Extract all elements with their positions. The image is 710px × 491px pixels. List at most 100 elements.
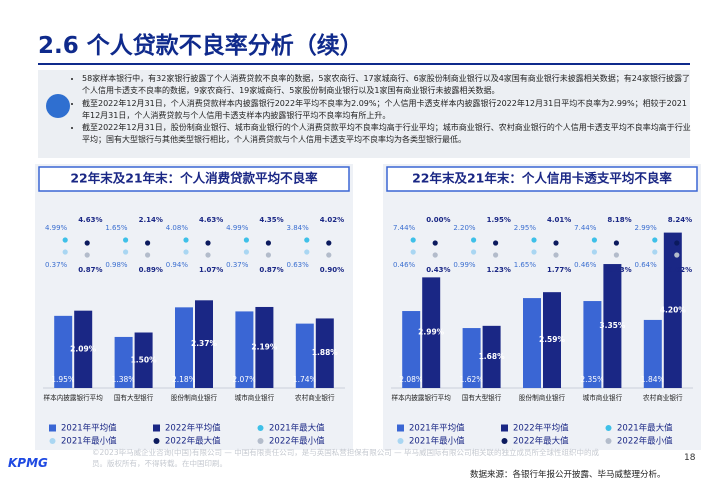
dot (145, 252, 151, 258)
dot-label: 0.89% (139, 266, 163, 274)
dot (531, 237, 537, 243)
bar (583, 301, 602, 388)
legend-label: 2022年最大值 (513, 436, 569, 447)
dot-label: 0.87% (78, 266, 102, 274)
legend-label: 2021年最大值 (617, 423, 673, 434)
x-tick-label: 国有大型银行 (114, 393, 154, 402)
dot-label: 0.90% (320, 266, 344, 274)
dot-label: 4.63% (199, 216, 223, 224)
legend-label: 2021年最小值 (409, 436, 465, 447)
chart-title-box (386, 166, 698, 192)
dot-label: 0.00% (426, 216, 450, 224)
dot (553, 240, 559, 246)
dot (471, 249, 477, 255)
bar (235, 311, 254, 388)
bar (422, 277, 441, 388)
bar-label: 2.35% (580, 375, 604, 384)
dot-label: 0.94% (166, 261, 189, 269)
bullet: 58家样本银行中，有32家银行披露了个人消费贷款不良率的数据，5家农商行、17家… (82, 73, 692, 98)
legend-swatch (257, 425, 264, 431)
dot (326, 240, 332, 246)
chart-title-box (38, 166, 350, 192)
bullet: 截至2022年12月31日，个人消费贷款样本内披露银行2022年平均不良率为2.… (82, 98, 692, 123)
dot-label: 0.46% (574, 261, 597, 269)
dot-label: 0.37% (226, 261, 249, 269)
icon (46, 94, 70, 118)
dot-label: 8.24% (668, 216, 692, 224)
dot (62, 237, 68, 243)
bar-label: 2.99% (418, 328, 445, 337)
legend-swatch (257, 438, 264, 444)
dot (674, 240, 680, 246)
dot (243, 237, 249, 243)
bar-label: 1.74% (293, 375, 317, 384)
dot (145, 240, 151, 246)
dot (183, 237, 189, 243)
bar (543, 292, 561, 388)
bar (603, 264, 622, 388)
dot (652, 249, 658, 255)
page-number: 18 (684, 453, 696, 463)
x-tick-label: 城市商业银行 (235, 393, 275, 402)
bar-label: 3.35% (599, 321, 626, 330)
dot (410, 249, 416, 255)
bar-label: 1.95% (51, 375, 75, 384)
legend-swatch (49, 438, 56, 444)
dot (553, 252, 559, 258)
dot-label: 0.87% (259, 266, 283, 274)
x-tick-label: 样本内披露银行平均 (392, 393, 452, 402)
dot (326, 252, 332, 258)
dot-label: 1.65% (105, 224, 128, 232)
dot (531, 249, 537, 255)
dot (265, 240, 271, 246)
bar-label: 2.59% (539, 335, 566, 344)
bullet-list: 58家样本银行中，有32家银行披露了个人消费贷款不良率的数据，5家农商行、17家… (70, 73, 692, 147)
dot-label: 0.43% (607, 266, 631, 274)
dot-label: 4.02% (320, 216, 344, 224)
dot-label: 7.44% (574, 224, 597, 232)
x-tick-label: 股份制商业银行 (519, 393, 566, 402)
legend-label: 2022年平均值 (513, 423, 569, 434)
bar (402, 311, 421, 388)
dot (84, 240, 90, 246)
dot-label: 4.63% (78, 216, 102, 224)
dot (205, 240, 211, 246)
dot-label: 4.01% (547, 216, 571, 224)
legend-swatch (153, 438, 160, 444)
bar (114, 336, 133, 388)
legend-label: 2021年平均值 (409, 423, 465, 434)
bar (54, 315, 73, 388)
bar (663, 232, 682, 388)
dot-label: 2.14% (139, 216, 163, 224)
dot (123, 249, 129, 255)
bar (175, 307, 193, 388)
dot-label: 0.99% (453, 261, 476, 269)
bar (195, 300, 213, 388)
bar (74, 310, 93, 388)
dot (183, 249, 189, 255)
bar-label: 2.07% (232, 375, 256, 384)
dot (613, 252, 620, 258)
dot (265, 252, 271, 258)
legend-swatch (397, 438, 404, 444)
dot (243, 249, 249, 255)
dot-label: 0.98% (105, 261, 128, 269)
dot (205, 252, 211, 258)
legend-label: 2022年最小值 (269, 436, 325, 447)
dot-label: 4.08% (166, 224, 189, 232)
bar (523, 298, 541, 388)
bar-label: 2.18% (172, 375, 196, 384)
logo: KPMG (8, 456, 48, 470)
dot (123, 237, 129, 243)
dot (493, 240, 499, 246)
x-tick-label: 城市商业银行 (583, 393, 623, 402)
dot (674, 252, 680, 258)
copyright: ©2023毕马威企业咨询(中国)有限公司 — 中国有限责任公司，是与英国私营担保… (92, 448, 599, 468)
x-tick-label: 样本内披露银行平均 (44, 393, 104, 402)
dot-label: 4.99% (45, 224, 68, 232)
chart-title: 22年末及21年末：个人信用卡透支平均不良率 (412, 171, 672, 186)
dot (84, 252, 90, 258)
bar (295, 323, 314, 388)
dot-label: 0.43% (426, 266, 450, 274)
